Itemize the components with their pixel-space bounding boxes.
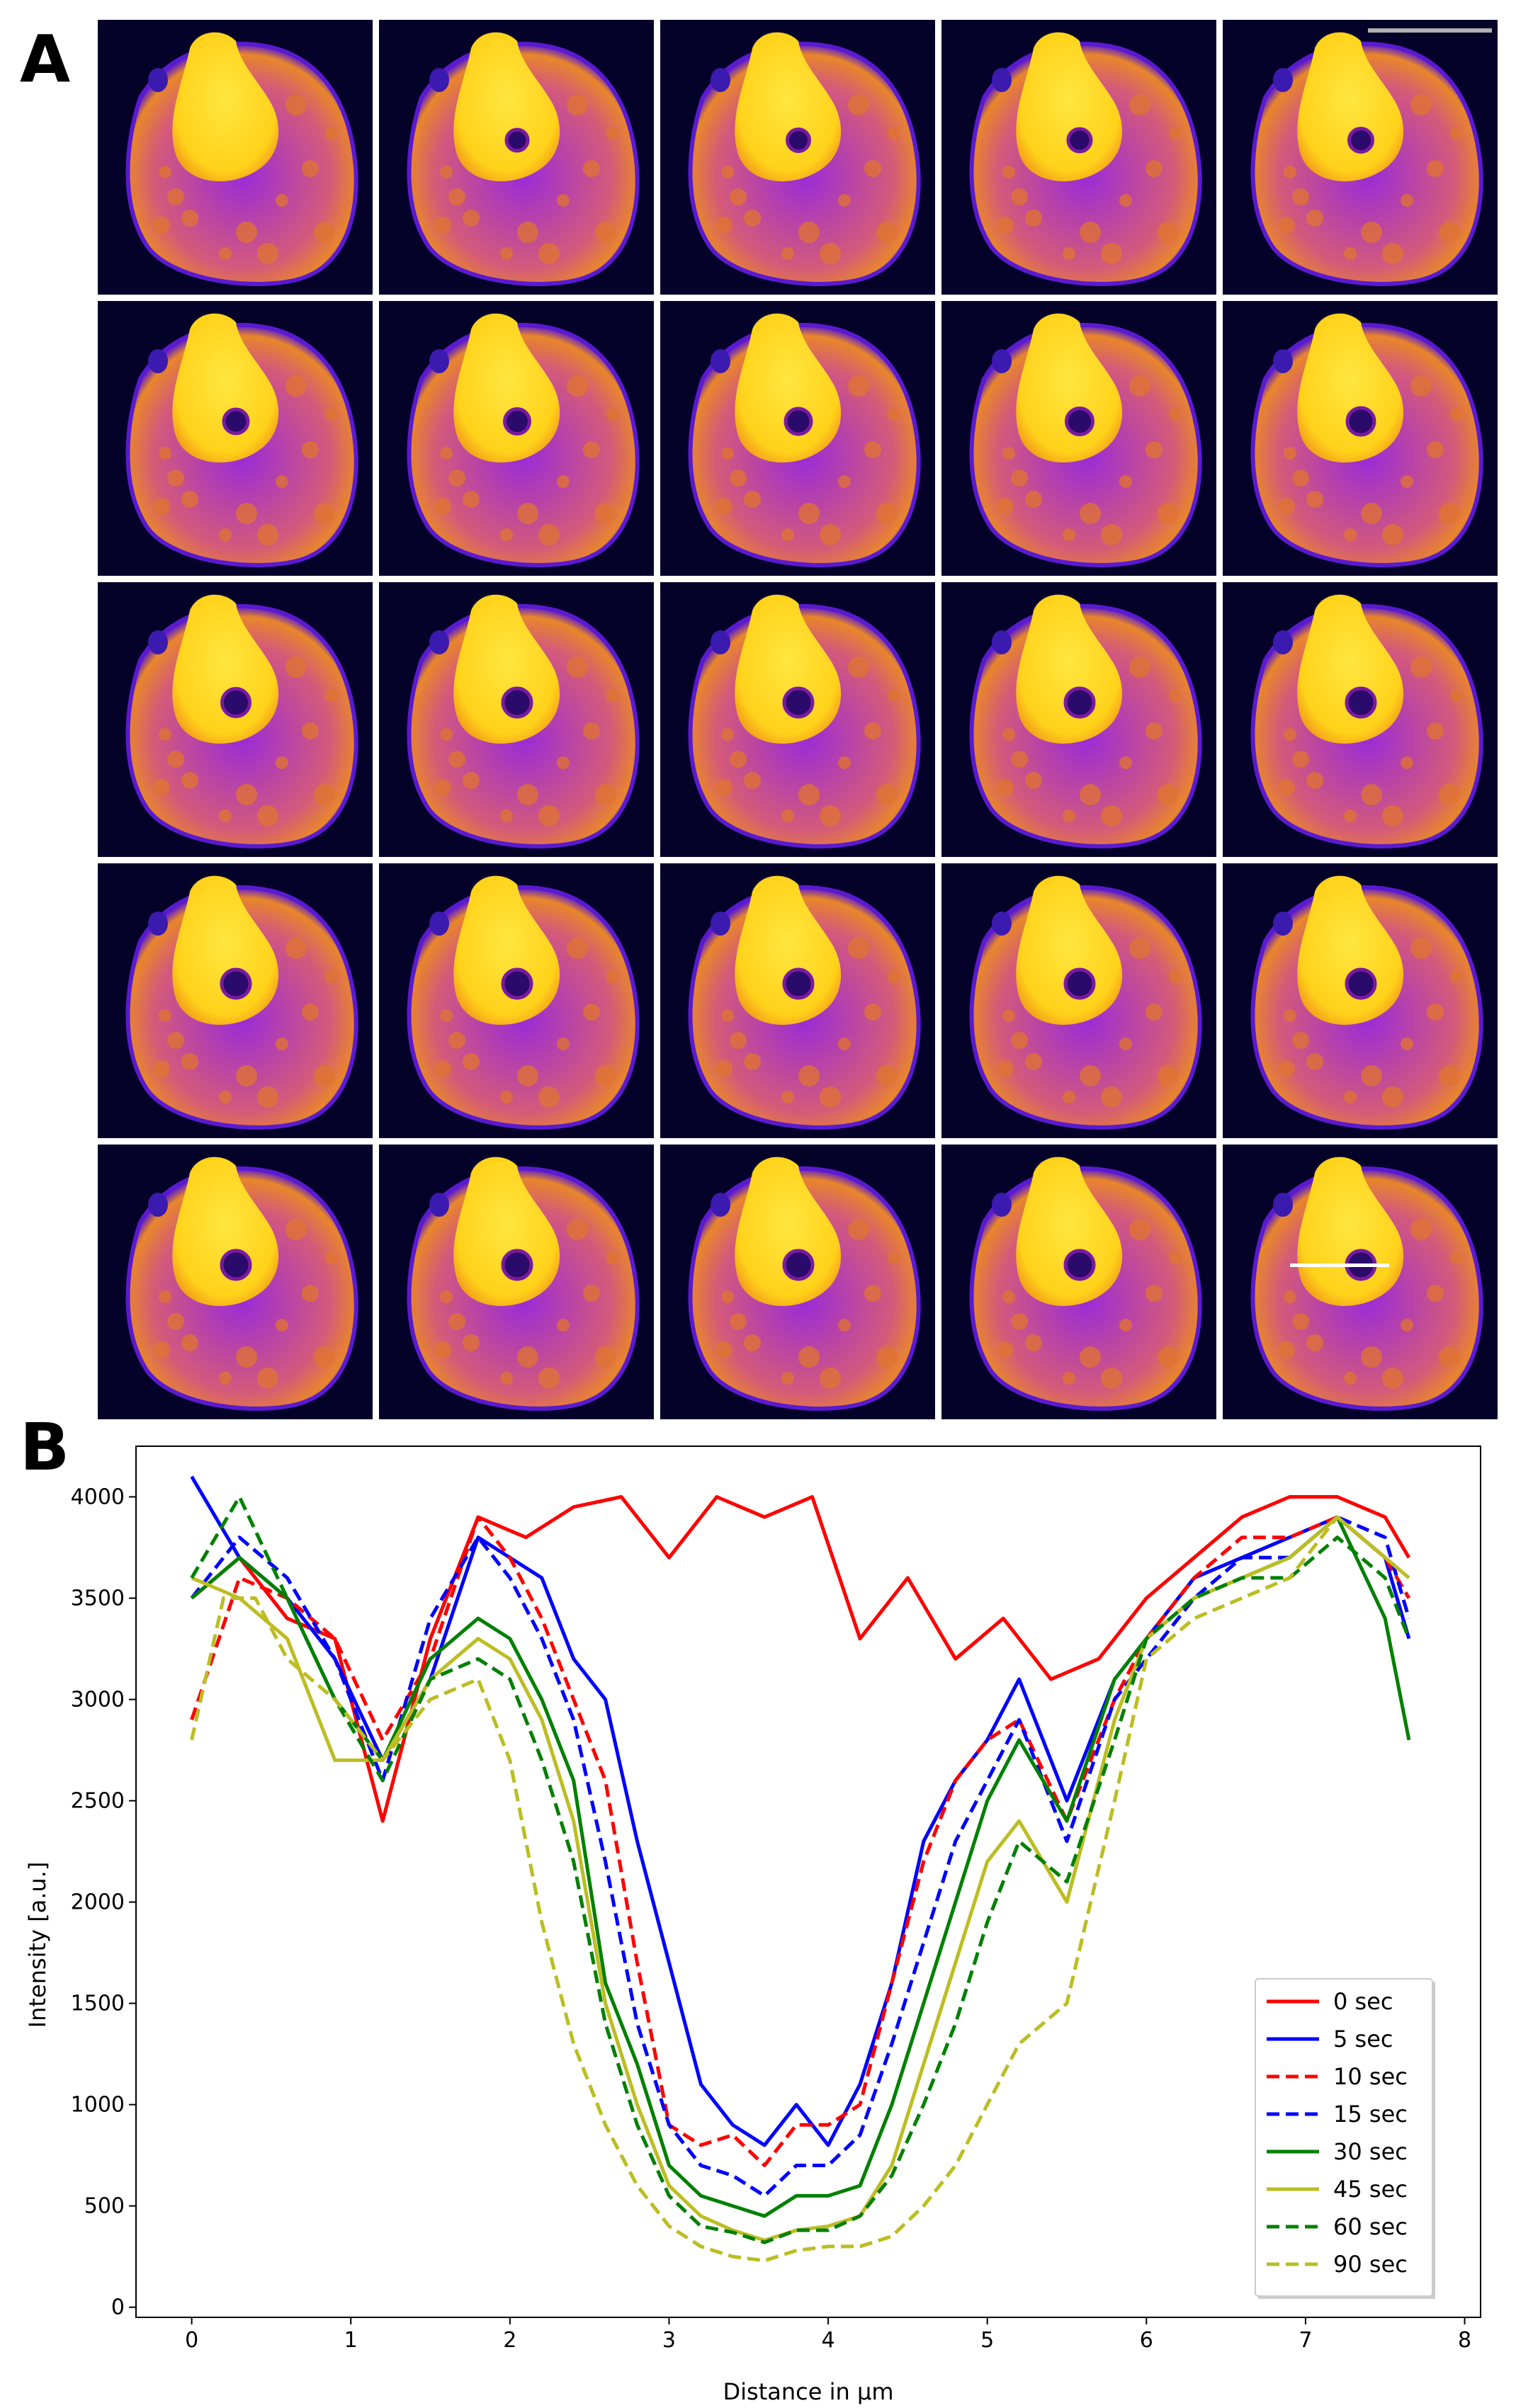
image-frame xyxy=(660,582,935,857)
x-tick-label: 0 xyxy=(185,2328,198,2353)
y-tick-label: 4000 xyxy=(71,1485,125,1510)
image-frame xyxy=(98,1145,373,1419)
x-tick-label: 3 xyxy=(662,2328,676,2353)
image-frame xyxy=(379,301,654,576)
image-frame xyxy=(1223,863,1498,1138)
image-frame xyxy=(941,301,1216,576)
image-frame xyxy=(98,20,373,295)
x-tick-label: 6 xyxy=(1140,2328,1153,2353)
panel-b-label: B xyxy=(20,1409,70,1485)
series-line xyxy=(191,1515,1410,2242)
series-line xyxy=(190,1475,1411,2147)
image-frame xyxy=(379,582,654,857)
series-line xyxy=(190,1495,1411,2244)
y-tick-label: 0 xyxy=(111,2295,125,2320)
x-tick-label: 2 xyxy=(503,2328,516,2353)
profile-line xyxy=(1290,1263,1389,1267)
microscopy-image-grid xyxy=(98,20,1498,1419)
series-line xyxy=(190,1515,1411,2198)
legend-label: 60 sec xyxy=(1333,2213,1408,2240)
x-tick-label: 7 xyxy=(1299,2328,1312,2353)
image-frame xyxy=(941,582,1216,857)
image-frame xyxy=(379,1145,654,1419)
series-line xyxy=(190,1495,1411,1823)
y-tick-label: 500 xyxy=(84,2194,125,2219)
legend-label: 45 sec xyxy=(1333,2176,1408,2203)
panel-a-label: A xyxy=(20,21,71,97)
legend-label: 10 sec xyxy=(1333,2063,1408,2090)
y-tick-label: 1000 xyxy=(71,2093,125,2118)
image-frame xyxy=(98,863,373,1138)
y-tick-label: 1500 xyxy=(71,1992,125,2016)
image-frame xyxy=(1223,301,1498,576)
image-frame xyxy=(660,301,935,576)
x-tick-label: 8 xyxy=(1458,2328,1471,2353)
image-frame xyxy=(98,582,373,857)
legend: 0 sec 5 sec 10 sec 15 sec 30 sec 45 sec 60 sec… xyxy=(1255,1978,1435,2299)
image-frame xyxy=(379,863,654,1138)
x-tick-label: 1 xyxy=(344,2328,358,2353)
y-axis-label: Intensity [a.u.] xyxy=(24,1862,51,2028)
legend-label: 90 sec xyxy=(1333,2251,1408,2278)
legend-label: 0 sec xyxy=(1333,1988,1393,2015)
y-tick-label: 2500 xyxy=(71,1789,125,1814)
image-frame xyxy=(1223,20,1498,295)
x-axis-label: Distance in µm xyxy=(723,2378,894,2405)
series-line xyxy=(190,1515,1411,2167)
x-tick-label: 5 xyxy=(980,2328,994,2353)
y-tick-label: 3500 xyxy=(71,1586,125,1611)
image-frame xyxy=(941,20,1216,295)
y-tick-label: 2000 xyxy=(71,1890,125,1915)
image-frame xyxy=(660,20,935,295)
image-frame xyxy=(660,863,935,1138)
image-frame xyxy=(941,1145,1216,1419)
image-frame xyxy=(98,301,373,576)
legend-label: 30 sec xyxy=(1333,2138,1408,2165)
image-frame xyxy=(1223,1145,1498,1419)
plot-frame xyxy=(135,1446,1481,2318)
intensity-profile-chart: 0 1 2 3 4 5 6 7 8 0 500 1000 1500 2000 2500 3000 3500 400… xyxy=(24,1446,1481,2405)
image-frame xyxy=(1223,582,1498,857)
image-frame xyxy=(660,1145,935,1419)
scale-bar xyxy=(1368,28,1492,33)
series-line xyxy=(190,1515,1410,2263)
image-frame xyxy=(379,20,654,295)
y-tick-label: 3000 xyxy=(71,1688,125,1713)
legend-label: 15 sec xyxy=(1333,2101,1408,2128)
image-frame xyxy=(941,863,1216,1138)
x-tick-label: 4 xyxy=(822,2328,835,2353)
legend-label: 5 sec xyxy=(1333,2026,1393,2052)
